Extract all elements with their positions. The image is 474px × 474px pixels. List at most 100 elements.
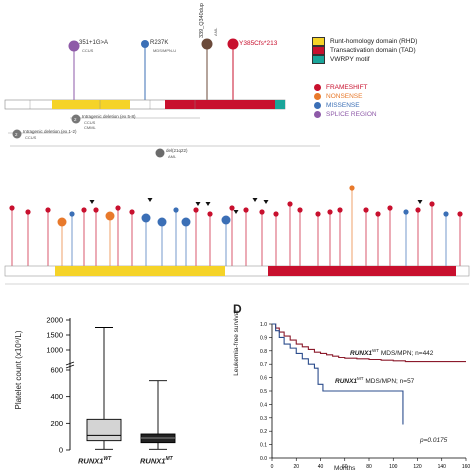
y-tick-label: 1.0 xyxy=(260,322,267,328)
legend-vwrpy: VWRPY motif xyxy=(312,55,370,64)
survival-curve xyxy=(272,323,466,363)
mutation-head xyxy=(9,205,15,211)
lollipop-label: 351+1G>A xyxy=(79,40,109,46)
deletion-sub: CCUS xyxy=(84,120,96,125)
marker-triangle xyxy=(205,202,211,206)
marker-triangle xyxy=(263,200,269,204)
x-category-label: RUNX1WT xyxy=(78,456,111,466)
marker-triangle xyxy=(89,200,95,204)
y-axis-label: Platelet count (x10⁹/L) xyxy=(14,330,23,410)
deletion-sub: AML xyxy=(168,154,177,159)
marker-triangle xyxy=(195,202,201,206)
mutation-head xyxy=(429,201,435,207)
swatch-tad xyxy=(312,46,325,55)
mutation-head xyxy=(457,211,463,217)
y-tick-label: 0.9 xyxy=(260,335,267,341)
box xyxy=(86,418,122,442)
y-tick-label: 0 xyxy=(59,446,63,455)
lollipop-sublabel: CCUS xyxy=(82,48,94,53)
series-label-mt: RUNX1MT MDS/MPN; n=57 xyxy=(335,376,414,385)
mutation-head xyxy=(363,207,369,213)
y-axis-label: Leukemia-free survival xyxy=(233,310,240,376)
mutation-head xyxy=(173,207,179,213)
mutation-head xyxy=(387,205,393,211)
x-tick-label: 60 xyxy=(342,464,348,470)
y-tick-label: 0.3 xyxy=(260,416,267,422)
deletion-sub: CCUS xyxy=(25,135,37,140)
mutation-head xyxy=(141,213,151,223)
y-tick-label: 400 xyxy=(50,392,63,401)
lollipop-head xyxy=(141,40,149,48)
swatch-vwrpy xyxy=(312,55,325,64)
lollipop-sublabel: MDS/MPN-U xyxy=(153,48,177,53)
y-tick-label: 0.4 xyxy=(260,402,267,408)
x-tick-label: 20 xyxy=(293,464,299,470)
protein-map-top: 2 2 xyxy=(4,38,320,158)
x-tick-label: 40 xyxy=(318,464,324,470)
panel-letter-d: D xyxy=(233,302,242,316)
lollipop-label: Y385Cfs*213 xyxy=(239,40,278,47)
mutation-head xyxy=(207,211,213,217)
mutation-head xyxy=(273,211,279,217)
y-tick-label: 200 xyxy=(50,419,63,428)
category-main: RUNX1 xyxy=(78,456,104,466)
survival-curve xyxy=(272,323,404,425)
lollipop-sublabel: AML xyxy=(213,27,218,36)
x-tick-label: 100 xyxy=(389,464,398,470)
series-rest: MDS/MPN; n=442 xyxy=(379,350,434,358)
mutation-head xyxy=(315,211,321,217)
mutation-head xyxy=(243,207,249,213)
y-tick-label: 0.0 xyxy=(260,456,267,462)
mutation-head xyxy=(287,201,293,207)
legend-label: Transactivation domain (TAD) xyxy=(330,47,416,54)
legend-nonsense: NONSENSE xyxy=(314,93,362,100)
y-tick-label: 2000 xyxy=(46,316,63,325)
mutation-head xyxy=(115,205,121,211)
deletion-label: Intragenic deletion (ex 1-2) xyxy=(23,129,77,134)
legend-missense: MISSENSE xyxy=(314,102,360,109)
mutation-head xyxy=(327,209,333,215)
mutation-head xyxy=(157,217,167,227)
marker-triangle xyxy=(252,198,258,202)
mutation-head xyxy=(93,207,99,213)
x-tick-label: 160 xyxy=(462,464,471,470)
mutation-head xyxy=(415,207,421,213)
legend-label: NONSENSE xyxy=(326,93,363,100)
category-main: RUNX1 xyxy=(140,456,166,466)
legend-label: FRAMESHIFT xyxy=(326,84,368,91)
x-tick-label: 0 xyxy=(271,464,274,470)
marker-triangle xyxy=(147,198,153,202)
legend-tad: Transactivation domain (TAD) xyxy=(312,46,416,55)
y-tick-label: 0.2 xyxy=(260,429,267,435)
mutation-head xyxy=(229,205,235,211)
marker-triangle xyxy=(233,210,239,214)
mutation-head xyxy=(105,211,115,221)
y-tick-label: 0.8 xyxy=(260,349,267,355)
series-label-wt: RUNX1WT MDS/MPN; n=442 xyxy=(350,348,433,357)
y-tick-label: 600 xyxy=(50,366,63,375)
mutation-head xyxy=(349,185,355,191)
series-main: RUNX1 xyxy=(335,378,358,386)
y-tick-label: 0.6 xyxy=(260,376,267,382)
lollipop-label: R237K xyxy=(150,40,169,46)
legend-frameshift: FRAMESHIFT xyxy=(314,84,368,91)
x-category-label: RUNX1MT xyxy=(140,456,173,466)
swatch-rhd xyxy=(312,37,325,46)
mutation-head xyxy=(69,211,75,217)
series-main: RUNX1 xyxy=(350,350,373,358)
platelet-boxplot: 0 200 400 600 1000 1500 2000 xyxy=(46,316,176,455)
deletion-label: Intragenic deletion (ex 5-8) xyxy=(82,114,136,119)
legend-label: Runt-homology domain (RHD) xyxy=(330,38,418,45)
lollipop-head xyxy=(201,38,213,50)
x-tick-label: 120 xyxy=(413,464,422,470)
missense-dot-icon xyxy=(314,102,321,109)
deletion-count: 2 xyxy=(15,132,18,137)
mutation-head xyxy=(337,207,343,213)
mutation-head xyxy=(25,209,31,215)
y-tick-label: 1000 xyxy=(46,346,63,355)
series-sup: MT xyxy=(357,376,364,381)
p-value: p=0.0175 xyxy=(420,437,448,444)
deletion-marker xyxy=(71,114,81,124)
mutation-head xyxy=(375,211,381,217)
lollipop-head xyxy=(227,38,239,50)
